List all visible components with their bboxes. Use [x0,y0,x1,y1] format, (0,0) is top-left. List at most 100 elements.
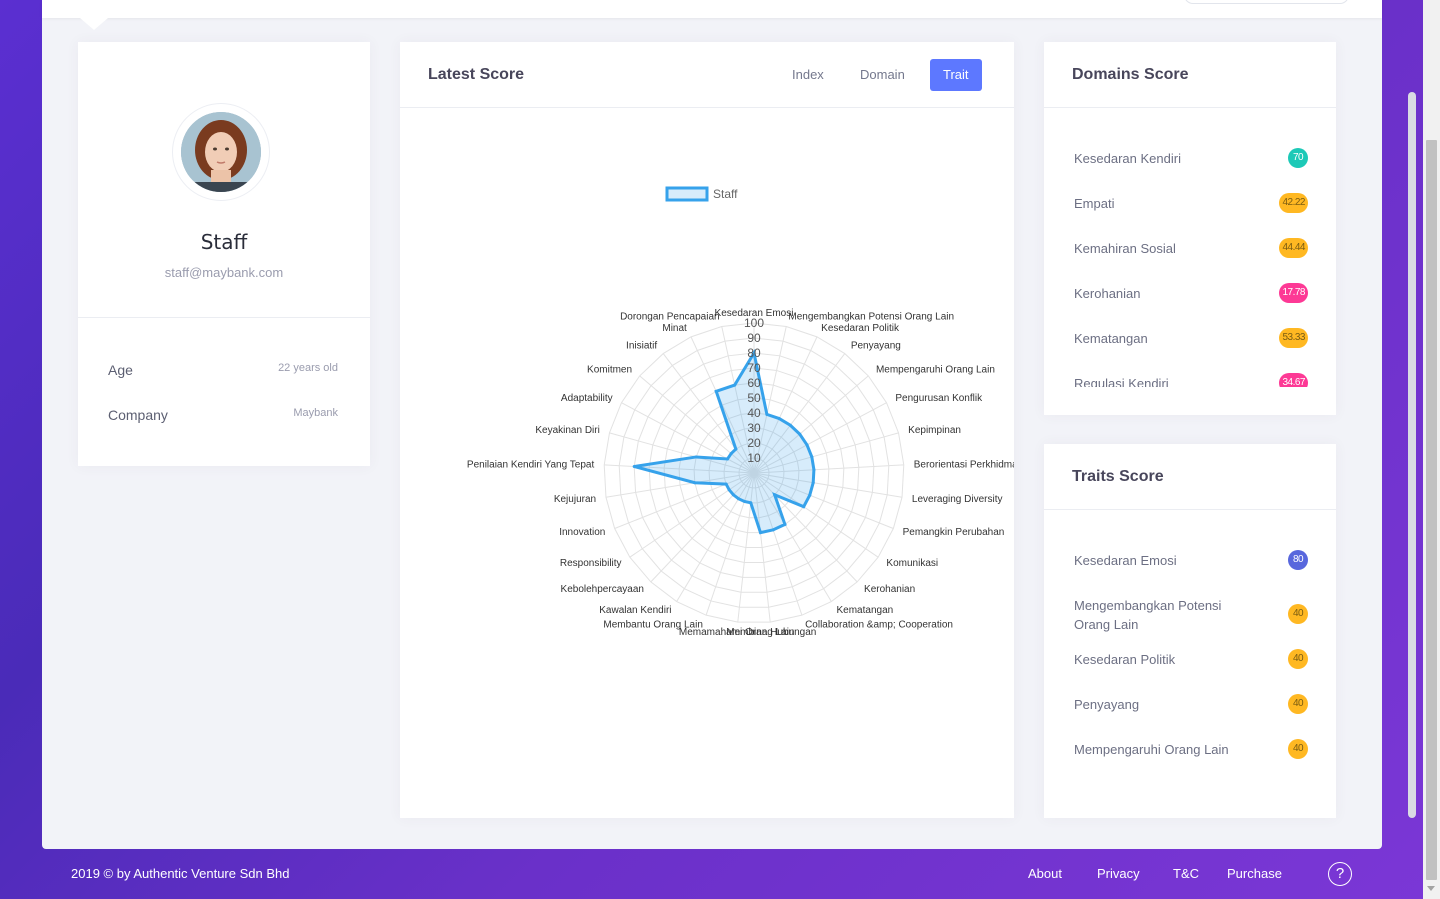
tick-label: 100 [744,316,764,330]
tab-domain[interactable]: Domain [860,67,905,82]
data-point [810,455,814,459]
score-label: Kemahiran Sosial [1074,241,1176,256]
grid-spoke [753,326,787,474]
score-badge: 70 [1288,148,1308,168]
page-scrollbar[interactable] [1423,0,1440,899]
data-point [731,493,735,497]
avatar-frame [172,103,270,201]
data-point [714,389,718,393]
score-label: Kesedaran Kendiri [1074,151,1181,166]
card-title: Traits Score [1072,468,1164,485]
footer-link-purchase[interactable]: Purchase [1227,866,1282,881]
grid-spoke [639,375,755,474]
score-badge: 34.67 [1279,373,1308,387]
legend-label: Staff [713,187,738,201]
score-label: Empati [1074,196,1115,211]
app-shell: Staff staff@maybank.com Age 22 years old… [42,0,1416,849]
tick-label: 20 [747,436,761,450]
data-point [811,481,815,485]
page-scrollbar-thumb[interactable] [1426,140,1437,880]
category-label: Pemangkin Perubahan [903,527,1005,538]
series-staff-area [633,348,816,535]
footer-link-privacy[interactable]: Privacy [1097,866,1140,881]
grid-spoke [753,336,818,474]
category-label: Innovation [559,527,605,538]
category-label: Memamahami Orang Lain [679,627,795,638]
data-point [783,522,787,526]
grid-ring [678,397,830,549]
data-point [693,481,697,485]
avatar [181,112,261,192]
data-point [724,482,728,486]
data-point [734,447,738,451]
category-label: Minat [662,323,687,334]
data-point [771,528,775,532]
data-point [808,493,812,497]
score-label: Penyayang [1074,697,1140,712]
score-badge: 44.44 [1279,238,1308,258]
grid-ring [663,382,845,563]
domains-score-card: Domains Score Kesedaran Kendiri 70 Empati 4… [1044,42,1336,415]
data-point [758,531,762,535]
footer-link-tnc[interactable]: T&C [1173,866,1199,881]
scroll-down-icon[interactable] [1427,886,1435,891]
category-label: Pengurusan Konflik [895,393,983,404]
scrollbar-thumb[interactable] [1408,92,1416,818]
category-label: Penilaian Kendiri Yang Tepat [467,459,595,470]
footer-link-about[interactable]: About [1028,866,1062,881]
category-label: Berorientasi Perkhidmatan [914,459,1014,470]
grid-spoke [705,472,755,616]
data-point [812,468,816,472]
trait-list[interactable]: Kesedaran Emosi 80 Mengembangkan Potensi O… [1044,511,1336,801]
category-label: Keyakinan Diri [535,425,599,436]
company-link[interactable]: Authentic Venture Sdn Bhd [133,866,290,881]
grid-ring [618,337,890,608]
tick-label: 10 [747,451,761,465]
category-label: Leveraging Diversity [912,494,1003,505]
grid-spoke [753,472,894,529]
score-label: Mempengaruhi Orang Lain [1074,742,1229,757]
card-title: Latest Score [428,66,525,83]
category-label: Kawalan Kendiri [599,605,671,616]
category-label: Penyayang [851,341,901,352]
category-label: Kejujuran [554,494,596,505]
tick-label: 50 [747,391,761,405]
category-label: Mengembangkan Potensi Orang Lain [788,312,954,323]
score-badge: 42.22 [1279,193,1308,213]
card-header: Latest Score Index Domain Trait [400,42,1014,108]
grid-spoke [753,464,904,474]
score-label: Mengembangkan Potensi Orang Lain [1074,598,1222,632]
category-label: Membantu Orang Lain [603,620,703,631]
grid-spoke [621,402,755,474]
data-point [737,497,741,501]
company-label: Company [108,407,168,423]
grid-spoke [605,472,755,498]
grid-spoke [690,336,755,474]
tab-index[interactable]: Index [792,67,824,82]
company-row: Company Maybank [108,407,338,427]
content-scrollbar[interactable] [1408,92,1416,818]
tab-trait[interactable]: Trait [930,59,982,91]
grid-spoke [629,472,755,558]
grid-spoke [721,326,755,474]
grid-ring [708,427,800,519]
grid-spoke [662,353,755,474]
legend-swatch [665,186,709,202]
score-label: Kesedaran Emosi [1074,553,1177,568]
domain-list[interactable]: Kesedaran Kendiri 70 Empati 42.22 Kemahiran … [1044,109,1336,387]
score-badge: 40 [1288,694,1308,714]
category-label: Kematangan [836,605,893,616]
grid-spoke [650,472,755,583]
top-header [42,0,1382,30]
data-point [632,465,636,469]
category-label: Kerohanian [864,584,915,595]
help-icon[interactable]: ? [1328,862,1352,886]
header-search-pill[interactable] [1184,0,1349,4]
data-point [777,417,781,421]
grid-spoke [753,353,846,474]
data-point [805,443,809,447]
profile-email: staff@maybank.com [164,265,284,280]
age-row: Age 22 years old [108,362,338,382]
category-label: Komitmen [587,364,632,375]
